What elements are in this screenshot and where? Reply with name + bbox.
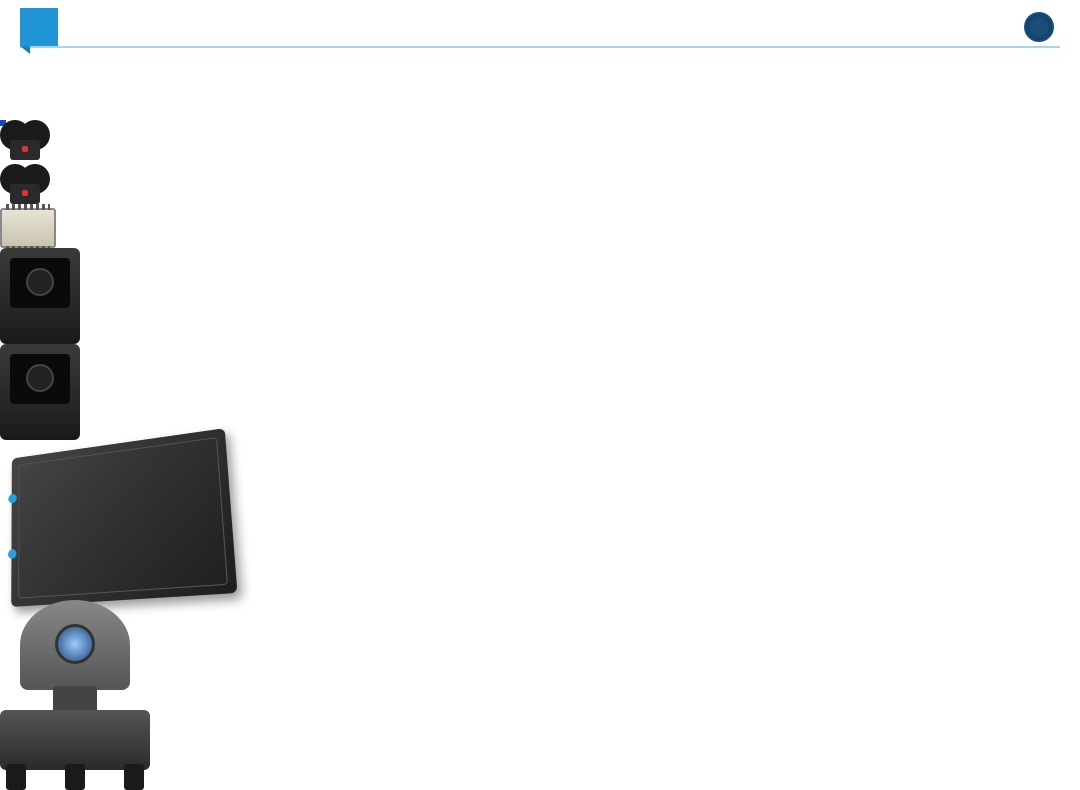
laser-scanner-3d xyxy=(0,600,150,790)
encoder-left xyxy=(0,120,50,164)
laser-sensor-2d-b xyxy=(0,344,80,440)
org-seal-icon xyxy=(1024,12,1054,42)
title-underline xyxy=(20,46,1060,48)
encoder-right xyxy=(0,164,50,208)
controller-chip xyxy=(0,208,56,248)
system-diagram xyxy=(0,120,1080,567)
section-badge xyxy=(20,8,58,46)
slide-header xyxy=(0,8,1080,48)
inertial-unit xyxy=(11,428,237,607)
laser-sensor-2d-a xyxy=(0,248,80,344)
org-logo xyxy=(1024,12,1060,42)
